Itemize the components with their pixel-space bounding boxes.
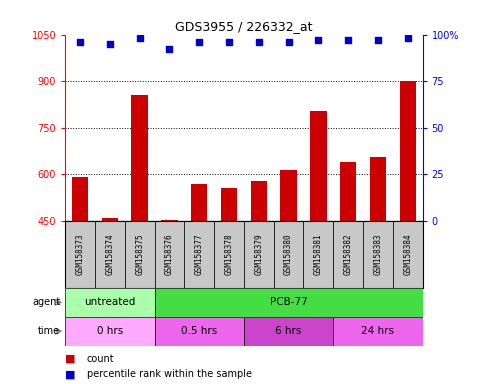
Bar [363, 221, 393, 288]
Text: GSM158376: GSM158376 [165, 233, 174, 275]
Point [374, 37, 382, 43]
Bar [244, 317, 333, 346]
Text: 24 hrs: 24 hrs [361, 326, 395, 336]
Text: count: count [87, 354, 114, 364]
Text: GSM158380: GSM158380 [284, 233, 293, 275]
Bar [95, 221, 125, 288]
Text: GSM158381: GSM158381 [314, 233, 323, 275]
Bar [333, 317, 423, 346]
Bar [191, 184, 207, 221]
Text: GSM158379: GSM158379 [255, 233, 263, 275]
Text: GSM158383: GSM158383 [373, 233, 383, 275]
Bar [161, 220, 178, 221]
Point [136, 35, 143, 41]
Bar [274, 221, 303, 288]
Point [225, 39, 233, 45]
Bar [155, 221, 185, 288]
Bar [65, 221, 95, 288]
Bar [340, 162, 356, 221]
Point [404, 35, 412, 41]
Text: ■: ■ [65, 369, 76, 379]
Point [76, 39, 84, 45]
Text: 0.5 hrs: 0.5 hrs [181, 326, 217, 336]
Point [285, 39, 293, 45]
Text: PCB-77: PCB-77 [270, 297, 308, 308]
Bar [281, 170, 297, 221]
Text: percentile rank within the sample: percentile rank within the sample [87, 369, 252, 379]
Bar [155, 288, 423, 317]
Bar [370, 157, 386, 221]
Bar [399, 81, 416, 221]
Bar [185, 221, 214, 288]
Bar [102, 218, 118, 221]
Bar [244, 221, 274, 288]
Bar [125, 221, 155, 288]
Point [255, 39, 263, 45]
Bar [393, 221, 423, 288]
Bar [72, 177, 88, 221]
Bar [333, 221, 363, 288]
Text: GSM158384: GSM158384 [403, 233, 412, 275]
Bar [65, 288, 155, 317]
Text: 6 hrs: 6 hrs [275, 326, 302, 336]
Text: GSM158377: GSM158377 [195, 233, 204, 275]
Text: agent: agent [32, 297, 60, 308]
Text: time: time [38, 326, 60, 336]
Text: 0 hrs: 0 hrs [97, 326, 123, 336]
Point [196, 39, 203, 45]
Text: GSM158382: GSM158382 [344, 233, 353, 275]
Text: GSM158375: GSM158375 [135, 233, 144, 275]
Bar [251, 181, 267, 221]
Point [314, 37, 322, 43]
Text: GSM158374: GSM158374 [105, 233, 114, 275]
Title: GDS3955 / 226332_at: GDS3955 / 226332_at [175, 20, 313, 33]
Bar [303, 221, 333, 288]
Text: GSM158378: GSM158378 [225, 233, 233, 275]
Text: ■: ■ [65, 354, 76, 364]
Text: GSM158373: GSM158373 [76, 233, 85, 275]
Point [344, 37, 352, 43]
Bar [214, 221, 244, 288]
Bar [131, 95, 148, 221]
Text: untreated: untreated [84, 297, 136, 308]
Bar [310, 111, 327, 221]
Bar [65, 317, 155, 346]
Point [166, 46, 173, 53]
Bar [155, 317, 244, 346]
Bar [221, 188, 237, 221]
Point [106, 41, 114, 47]
